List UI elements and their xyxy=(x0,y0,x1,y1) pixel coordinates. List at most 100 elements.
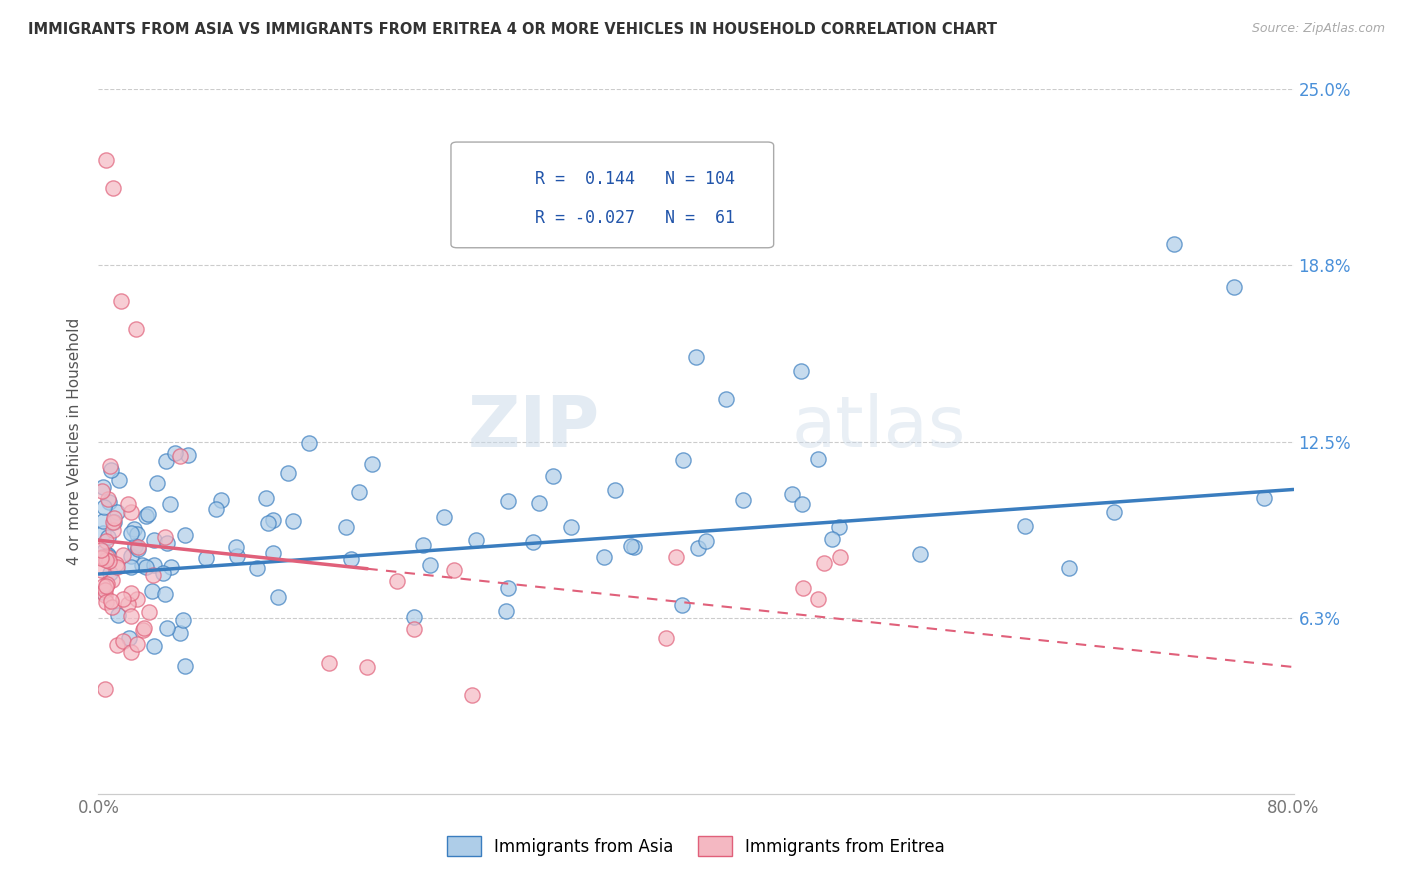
Point xyxy=(120,585,142,599)
Point xyxy=(176,448,198,462)
Point xyxy=(105,558,128,572)
Point xyxy=(174,527,197,541)
Point xyxy=(827,520,849,534)
Point xyxy=(194,550,217,565)
Point xyxy=(465,533,488,547)
Point xyxy=(209,493,232,508)
Point xyxy=(91,549,114,564)
Point xyxy=(98,494,121,508)
Point xyxy=(412,538,434,552)
Point xyxy=(146,476,169,491)
Point xyxy=(419,558,441,572)
Point xyxy=(101,599,124,614)
Point xyxy=(340,552,363,566)
Point xyxy=(127,527,149,541)
Point xyxy=(256,491,278,505)
Text: atlas: atlas xyxy=(792,393,966,462)
Point xyxy=(169,626,191,640)
Text: R =  0.144   N = 104: R = 0.144 N = 104 xyxy=(534,169,734,187)
Point xyxy=(655,631,678,645)
Point xyxy=(120,608,142,623)
Point xyxy=(225,540,247,554)
Point xyxy=(97,491,120,506)
Point xyxy=(94,153,117,167)
FancyBboxPatch shape xyxy=(451,142,773,248)
Point xyxy=(153,587,176,601)
Point xyxy=(402,610,425,624)
Point xyxy=(790,498,813,512)
Point xyxy=(593,549,616,564)
Point xyxy=(98,459,121,474)
Point xyxy=(94,582,117,597)
Point xyxy=(495,604,517,618)
Point xyxy=(117,597,139,611)
Point xyxy=(169,449,191,463)
Point xyxy=(821,532,844,546)
Point xyxy=(94,588,117,602)
Point xyxy=(226,549,249,563)
Y-axis label: 4 or more Vehicles in Household: 4 or more Vehicles in Household xyxy=(67,318,83,566)
Point xyxy=(120,644,142,658)
Point xyxy=(529,496,551,510)
Point xyxy=(318,657,340,671)
Point xyxy=(94,553,117,567)
Point xyxy=(105,559,128,574)
Point xyxy=(335,520,357,534)
Point xyxy=(153,530,176,544)
Point xyxy=(155,454,177,468)
Point xyxy=(498,581,520,595)
Point xyxy=(807,592,830,607)
Point xyxy=(90,543,112,558)
Point xyxy=(94,681,117,696)
Point xyxy=(127,540,149,554)
Point xyxy=(672,452,695,467)
Point xyxy=(267,590,290,604)
Point xyxy=(135,508,157,523)
Point xyxy=(125,592,148,607)
Point xyxy=(120,526,142,541)
Point xyxy=(90,563,112,577)
Point xyxy=(152,566,174,580)
Point xyxy=(807,452,830,467)
Point xyxy=(174,659,197,673)
Point xyxy=(100,566,122,580)
Point xyxy=(110,293,132,308)
Point xyxy=(97,530,120,544)
Point xyxy=(277,466,299,480)
Point xyxy=(91,514,114,528)
Point xyxy=(105,505,128,519)
Legend: Immigrants from Asia, Immigrants from Eritrea: Immigrants from Asia, Immigrants from Er… xyxy=(440,830,952,863)
Point xyxy=(541,469,564,483)
Point xyxy=(120,560,142,574)
Point xyxy=(142,568,165,582)
Point xyxy=(111,548,134,562)
Point xyxy=(1104,505,1126,519)
Point xyxy=(695,534,717,549)
Point xyxy=(142,639,165,653)
Point xyxy=(830,549,852,564)
Point xyxy=(347,484,370,499)
Point xyxy=(131,623,153,637)
Point xyxy=(387,574,409,589)
Point xyxy=(118,631,141,645)
Point xyxy=(132,621,155,635)
Point xyxy=(120,549,142,563)
Point xyxy=(461,688,484,702)
Point xyxy=(138,605,160,619)
Point xyxy=(246,561,269,575)
Point xyxy=(522,534,544,549)
Point xyxy=(685,350,707,364)
Point xyxy=(1253,491,1275,505)
Point xyxy=(97,548,120,562)
Point xyxy=(112,591,135,606)
Point xyxy=(108,473,131,487)
Point xyxy=(603,483,626,497)
Point xyxy=(91,483,114,498)
Point xyxy=(100,594,122,608)
Point xyxy=(101,523,124,537)
Point xyxy=(665,549,688,564)
Point xyxy=(686,541,709,556)
Point xyxy=(120,505,142,519)
Point xyxy=(623,541,645,555)
Point xyxy=(93,579,115,593)
